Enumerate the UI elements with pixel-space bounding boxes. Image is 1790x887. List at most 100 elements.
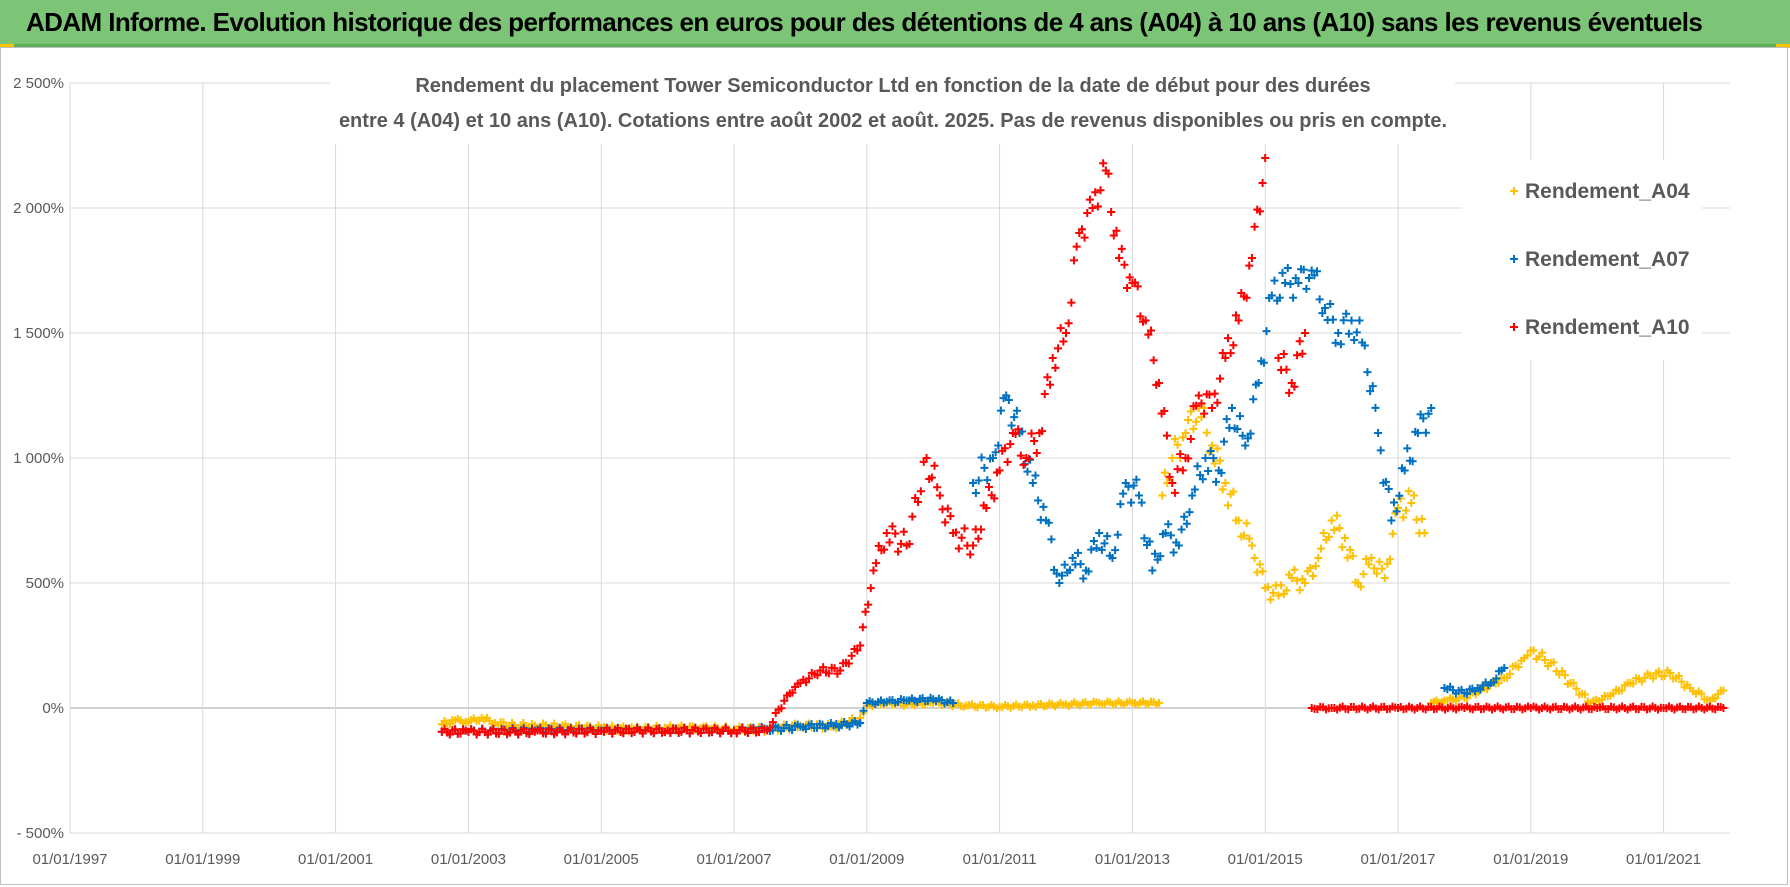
point-a04 [1287,574,1296,582]
point-a04 [1372,569,1381,578]
x-tick-label: 01/01/2015 [1228,851,1303,868]
point-a07 [1228,404,1236,412]
point-a04 [1221,479,1230,487]
point-a07 [1108,554,1117,562]
point-a10 [613,724,622,733]
point-a07 [1233,424,1242,433]
point-a07 [1424,409,1433,418]
point-a04 [1401,506,1410,515]
point-a04 [1654,667,1663,676]
point-a10 [1112,226,1121,235]
point-a07 [1347,316,1356,325]
point-a07 [1366,387,1375,396]
point-a04 [1213,444,1222,453]
point-a10 [1178,466,1187,475]
point-a10 [1003,457,1012,466]
point-a04 [1505,669,1514,678]
point-a07 [1241,441,1250,450]
point-a10 [489,725,498,734]
point-a10 [1083,208,1092,217]
point-a04 [1154,699,1163,707]
point-a10 [1043,373,1052,382]
point-a10 [1046,380,1055,389]
point-a10 [858,623,867,632]
point-a04 [1178,433,1187,442]
point-a07 [1291,274,1300,283]
point-a10 [1109,231,1118,240]
point-a10 [1056,324,1065,333]
point-a10 [914,497,923,506]
point-a10 [572,729,581,738]
point-a10 [1120,260,1129,269]
point-a10 [1006,440,1015,449]
point-a10 [1062,329,1070,337]
point-a10 [941,518,950,527]
point-a10 [943,504,952,513]
point-a07 [1164,520,1173,529]
point-a07 [988,454,997,462]
point-a07 [977,453,986,462]
point-a10 [1040,390,1049,399]
x-tick-label: 01/01/2019 [1493,851,1568,868]
legend-label-a10: Rendement_A10 [1525,316,1690,339]
point-a07 [1095,529,1104,537]
point-a10 [1192,401,1201,410]
point-a04 [1253,568,1262,577]
point-a04 [1666,669,1675,677]
point-a07 [1222,415,1231,424]
point-a10 [1011,429,1020,438]
point-a07 [1395,491,1404,500]
point-a10 [1123,283,1132,292]
point-a04 [1205,448,1214,457]
point-a07 [1350,336,1359,345]
point-a07 [1336,340,1345,349]
point-a07 [1421,428,1430,437]
point-a10 [541,729,550,738]
point-a07 [1371,403,1380,412]
point-a07 [1010,413,1019,422]
point-a04 [1370,564,1379,573]
point-a10 [1165,472,1174,481]
point-a10 [1208,404,1217,412]
point-a07 [1342,309,1351,318]
point-a07 [1209,454,1218,463]
point-a04 [1210,459,1219,468]
x-tick-label: 01/01/2011 [963,851,1037,868]
point-a07 [1034,496,1043,505]
point-a07 [1408,457,1417,466]
point-a07 [1004,395,1013,404]
point-a10 [1184,454,1193,463]
point-a10 [1064,319,1073,328]
point-a10 [954,544,963,553]
point-a04 [1483,685,1492,694]
point-a04 [1386,555,1395,564]
point-a07 [813,723,821,732]
point-a04 [1202,428,1211,437]
point-a04 [1697,689,1706,698]
point-a10 [1242,293,1251,302]
point-a10 [866,584,875,593]
point-a07 [1326,299,1335,308]
point-a07 [1376,446,1385,455]
point-a04 [1293,576,1302,585]
point-a07 [1413,429,1422,437]
point-a10 [1080,233,1089,242]
point-a07 [1068,554,1077,562]
point-a04 [1184,416,1193,425]
chart-title-line-1: Rendement du placement Tower Semiconduct… [415,75,1370,97]
point-a10 [813,671,822,680]
point-a04 [1417,515,1426,524]
point-a07 [991,448,1000,457]
point-a04 [1364,560,1373,569]
point-a07 [1302,284,1311,293]
point-a04 [1316,544,1325,553]
y-tick-label: - 500% [16,825,64,842]
point-a10 [1186,434,1195,443]
point-a04 [1250,554,1259,563]
point-a04 [1266,595,1275,604]
point-a10 [1000,444,1009,453]
point-a07 [1281,279,1290,287]
point-a07 [1116,500,1125,509]
point-a10 [1146,326,1155,335]
point-a10 [577,725,586,734]
